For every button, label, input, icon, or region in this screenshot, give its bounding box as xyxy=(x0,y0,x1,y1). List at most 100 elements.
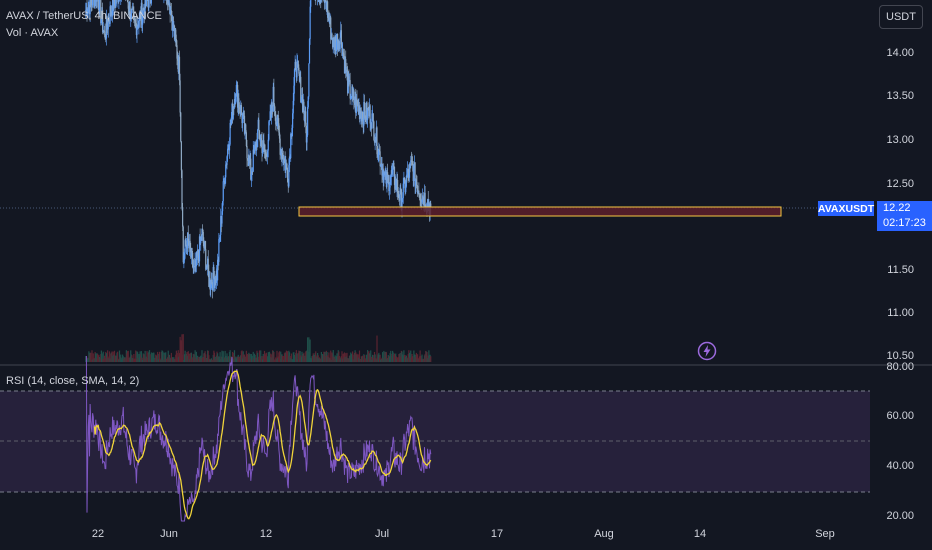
candle-body xyxy=(392,168,394,174)
candle-body xyxy=(144,0,146,18)
volume-bar xyxy=(90,352,92,362)
volume-bar xyxy=(292,359,294,362)
volume-bar xyxy=(337,356,339,362)
volume-bar xyxy=(407,358,409,362)
candle-body xyxy=(169,3,171,15)
candle-body xyxy=(402,198,404,201)
candle-body xyxy=(231,103,233,118)
volume-bar xyxy=(413,350,415,362)
volume-bar xyxy=(275,357,277,362)
volume-bar xyxy=(267,352,269,362)
candle-body xyxy=(168,0,170,7)
volume-bar xyxy=(378,357,381,362)
volume-bar xyxy=(222,351,224,362)
candle-body xyxy=(277,115,279,126)
currency-button[interactable]: USDT xyxy=(879,5,923,29)
volume-bar xyxy=(359,359,361,362)
candle-body xyxy=(170,10,172,17)
candle-body xyxy=(203,242,205,249)
candle-body xyxy=(220,216,222,224)
candle-body xyxy=(383,172,386,174)
volume-bar xyxy=(143,354,145,362)
volume-bar xyxy=(120,359,122,362)
volume-bar xyxy=(383,357,386,362)
volume-bar xyxy=(176,352,178,362)
candle-body xyxy=(362,111,364,120)
candle-body xyxy=(317,0,319,2)
volume-bar xyxy=(195,351,197,362)
volume-bar xyxy=(420,355,422,362)
candle-body xyxy=(270,102,272,118)
candle-body xyxy=(289,156,291,159)
candle-body xyxy=(412,165,414,181)
candle-body xyxy=(243,115,246,134)
time-tick: Aug xyxy=(594,528,614,540)
volume-bar xyxy=(195,357,197,362)
candle-body xyxy=(222,201,224,212)
volume-bar xyxy=(391,353,393,362)
candle-body xyxy=(265,154,267,156)
candle-body xyxy=(245,124,247,133)
volume-bar xyxy=(221,350,223,362)
candle-body xyxy=(390,170,392,178)
volume-bar xyxy=(416,357,418,362)
symbol-price-tag[interactable]: AVAXUSDT xyxy=(817,201,875,216)
candle-body xyxy=(98,0,101,15)
candle-body xyxy=(413,165,415,181)
rsi-legend[interactable]: RSI (14, close, SMA, 14, 2) xyxy=(6,375,140,387)
volume-bar xyxy=(288,350,290,362)
candle-body xyxy=(195,252,197,267)
candle-body xyxy=(103,30,105,32)
volume-bar xyxy=(188,353,190,362)
volume-bar xyxy=(348,358,350,362)
candle-body xyxy=(398,194,400,200)
candle-body xyxy=(362,119,364,126)
candle-body xyxy=(89,0,91,15)
candle-body xyxy=(183,260,185,263)
volume-bar xyxy=(200,355,202,362)
volume-bar xyxy=(93,357,95,362)
volume-bar xyxy=(353,352,356,362)
volume-bar xyxy=(107,358,109,362)
volume-bar xyxy=(398,354,400,362)
candle-body xyxy=(234,98,236,104)
candle-body xyxy=(173,25,175,29)
candle-body xyxy=(223,180,225,182)
candle-body xyxy=(130,8,132,19)
candle-body xyxy=(240,105,242,114)
volume-bar xyxy=(243,354,245,362)
volume-bar xyxy=(310,357,312,362)
candle-body xyxy=(102,30,104,33)
volume-bar xyxy=(299,351,301,362)
symbol-legend[interactable]: AVAX / TetherUS, 4h, BINANCE xyxy=(6,10,162,22)
volume-bar xyxy=(250,354,252,362)
volume-bar xyxy=(88,351,90,362)
candle-body xyxy=(407,168,409,178)
volume-bar xyxy=(226,353,228,362)
candle-body xyxy=(337,33,339,50)
volume-bar xyxy=(112,351,114,362)
candle-body xyxy=(405,175,407,187)
candle-body xyxy=(274,111,276,116)
candle-body xyxy=(368,110,370,117)
volume-bar xyxy=(322,354,324,362)
candle-body xyxy=(187,232,189,249)
candle-body xyxy=(397,193,399,195)
volume-bar xyxy=(202,357,204,362)
lightning-icon[interactable] xyxy=(697,341,717,361)
volume-bar xyxy=(180,340,182,362)
volume-bar xyxy=(407,354,409,362)
volume-legend[interactable]: Vol · AVAX xyxy=(6,27,59,39)
candle-body xyxy=(318,0,320,2)
volume-bar xyxy=(278,352,280,362)
volume-bar xyxy=(115,355,117,362)
volume-bar xyxy=(93,358,96,362)
volume-bar xyxy=(165,358,167,362)
candle-body xyxy=(95,0,97,2)
candle-body xyxy=(145,0,147,7)
support-zone[interactable] xyxy=(298,206,782,217)
candle-body xyxy=(230,117,232,125)
candle-body xyxy=(295,61,297,70)
candle-body xyxy=(139,10,141,13)
